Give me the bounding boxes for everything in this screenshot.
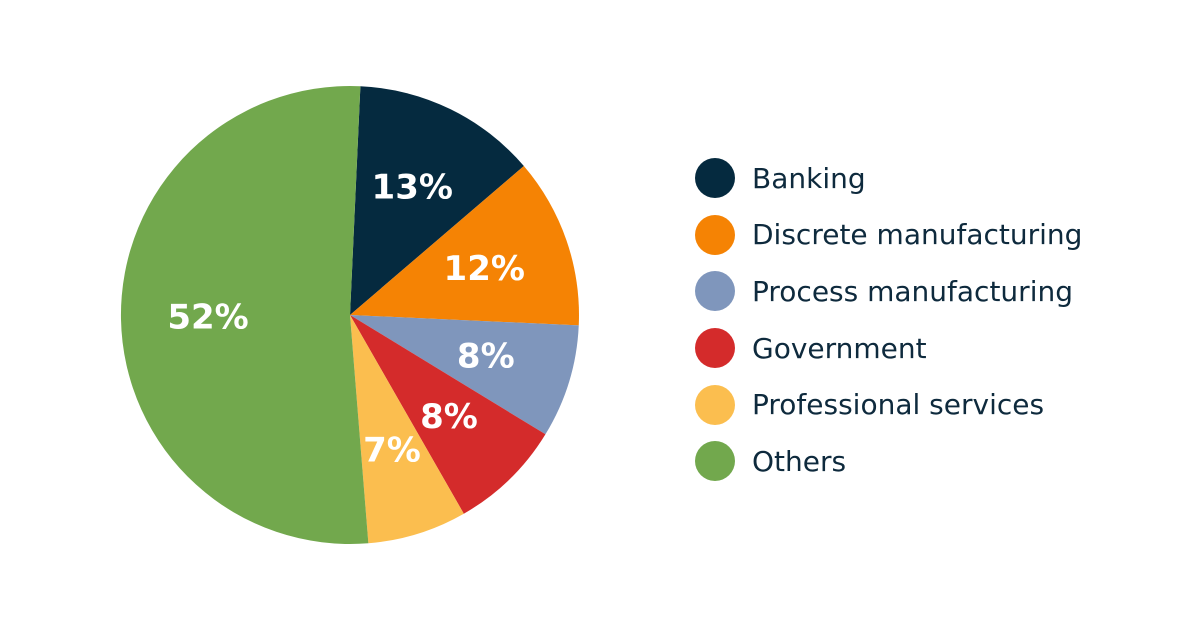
pie-slice-professional-services [350,315,464,544]
slice-label-others: 52% [167,297,248,337]
legend-item-government: Government [695,320,1082,377]
slice-label-discrete-manufacturing: 12% [444,249,525,289]
legend-item-professional-services: Professional services [695,376,1082,433]
pie-slice-banking [350,86,524,316]
pie-slice-others [120,86,369,545]
slice-label-process-manufacturing: 8% [457,337,515,377]
legend-swatch [695,214,735,255]
pie-slice-discrete-manufacturing [350,165,579,326]
legend-label: Government [752,331,927,365]
legend-swatch [695,271,735,312]
pie-slice-process-manufacturing [350,315,579,435]
legend-label: Banking [752,161,866,195]
legend-label: Process manufacturing [752,274,1073,308]
pie-slice-government [350,315,546,514]
legend-label: Discrete manufacturing [752,218,1083,252]
legend-swatch [695,441,735,482]
slice-label-banking: 13% [372,167,453,207]
legend-swatch [695,328,735,369]
legend-label: Professional services [752,388,1045,422]
legend-swatch [695,384,735,425]
legend-label: Others [752,444,847,478]
slice-label-professional-services: 7% [363,431,421,471]
legend-swatch [695,158,735,199]
slice-label-government: 8% [420,397,478,437]
legend-item-discrete-manufacturing: Discrete manufacturing [695,207,1082,264]
legend: Banking Discrete manufacturing Process m… [695,150,1082,490]
legend-item-others: Others [695,433,1082,490]
legend-item-process-manufacturing: Process manufacturing [695,263,1082,320]
legend-item-banking: Banking [695,150,1082,207]
